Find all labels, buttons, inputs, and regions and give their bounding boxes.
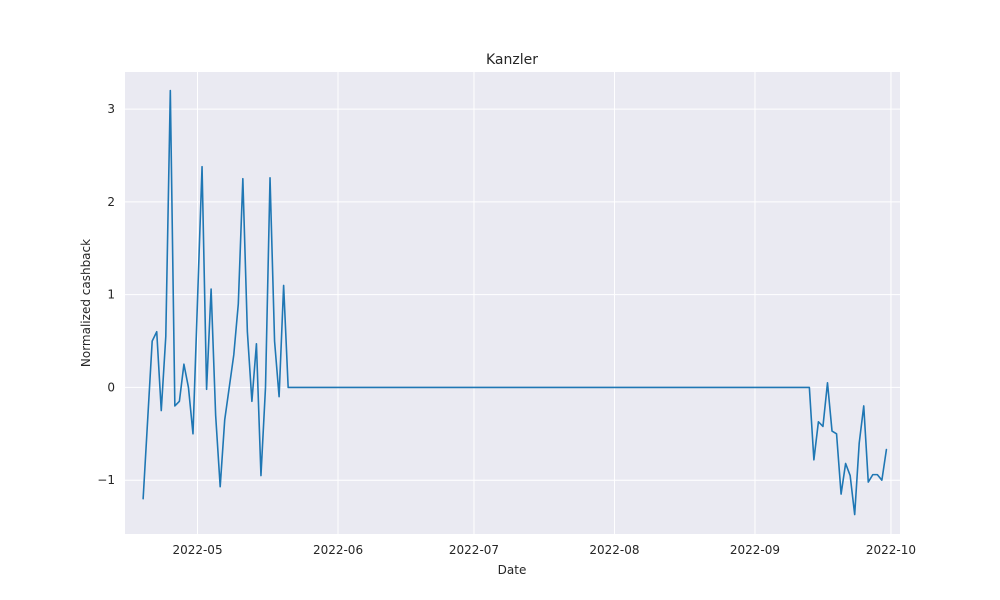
y-tick-label: 0: [107, 380, 115, 394]
y-axis-label: Normalized cashback: [79, 239, 93, 367]
x-tick-label: 2022-07: [449, 543, 499, 557]
x-axis-ticks: 2022-05 2022-06 2022-07 2022-08 2022-09 2022-…: [172, 543, 916, 557]
x-tick-label: 2022-06: [313, 543, 363, 557]
y-axis-ticks: −1 0 1 2 3: [97, 102, 115, 487]
x-tick-label: 2022-05: [172, 543, 222, 557]
plot-area: [125, 72, 900, 534]
chart-title: Kanzler: [486, 52, 538, 68]
x-axis-label: Date: [498, 563, 527, 577]
y-tick-label: 3: [107, 102, 115, 116]
y-tick-label: −1: [97, 473, 115, 487]
x-tick-label: 2022-09: [730, 543, 780, 557]
x-tick-label: 2022-08: [589, 543, 639, 557]
y-tick-label: 2: [107, 195, 115, 209]
x-tick-label: 2022-10: [866, 543, 916, 557]
y-tick-label: 1: [107, 288, 115, 302]
series-group: [142, 89, 888, 516]
series-line: [142, 89, 888, 516]
grid-lines: [125, 72, 900, 534]
